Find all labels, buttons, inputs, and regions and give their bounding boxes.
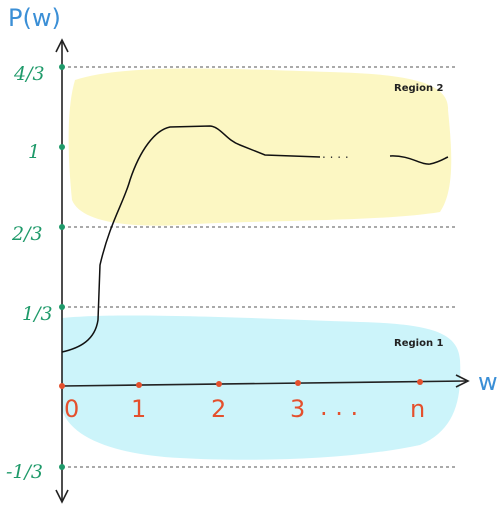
x-ellipsis: . . .: [320, 393, 358, 421]
y-axis-label: P(w): [8, 4, 61, 32]
y-tick-label: 1/3: [22, 303, 53, 325]
y-tick-label: -1/3: [6, 461, 43, 483]
x-tick-label: 3: [290, 395, 305, 423]
x-tick-label: n: [410, 395, 425, 423]
x-tick-label: 2: [211, 395, 226, 423]
diagram: P(w) w 4/3 1 2/3 1/3 -1/3 0 1 2 3 . . . …: [0, 0, 498, 506]
region-label: Region 1: [394, 338, 444, 349]
x-tick-label: 0: [64, 395, 79, 423]
y-tick-label: 4/3: [13, 63, 45, 85]
curve-ellipsis: . . . .: [322, 147, 349, 161]
y-tick-label: 2/3: [11, 223, 43, 245]
y-tick-label: 1: [28, 141, 40, 163]
region-label: Region 2: [394, 83, 444, 94]
x-tick-label: 1: [131, 395, 146, 423]
x-axis-label: w: [478, 368, 498, 396]
